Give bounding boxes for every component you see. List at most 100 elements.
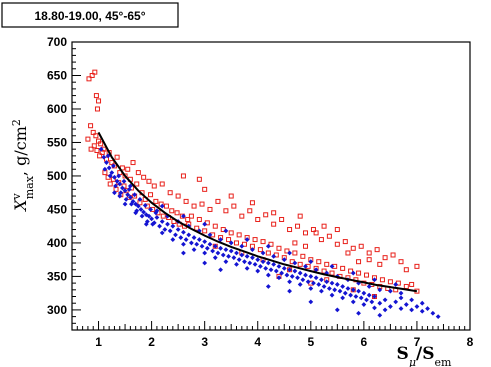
data-point-red [374, 247, 380, 253]
data-point-red [297, 213, 303, 219]
data-point-blue [382, 307, 388, 313]
data-point-blue [120, 185, 125, 191]
data-point-blue [388, 304, 393, 309]
data-point-blue [127, 183, 133, 189]
data-point-blue [117, 181, 123, 187]
data-point-blue [159, 230, 165, 236]
data-point-blue [276, 263, 282, 269]
data-point-blue [337, 288, 343, 294]
data-point-blue [393, 299, 399, 305]
data-point-blue [125, 192, 131, 198]
x-tick-label: 2 [148, 335, 155, 349]
data-point-blue [149, 216, 154, 222]
data-point-blue [150, 221, 156, 227]
data-point-blue [287, 279, 292, 285]
data-point-red [249, 200, 255, 206]
data-point-blue [133, 210, 139, 216]
data-point-red [180, 173, 186, 179]
data-point-blue [162, 227, 168, 232]
data-point-blue [276, 275, 282, 281]
data-point-blue [287, 288, 292, 294]
data-point-blue [353, 294, 359, 299]
data-point-blue [409, 297, 415, 303]
data-point-red [174, 210, 180, 216]
x-tick-label: 6 [361, 335, 368, 349]
data-point-blue [236, 257, 242, 263]
data-point-blue [393, 282, 399, 287]
data-point-blue [319, 288, 324, 294]
data-point-red [276, 245, 282, 251]
data-point-red [318, 237, 324, 243]
data-point-blue [345, 286, 351, 291]
data-point-red [390, 252, 396, 258]
data-point-blue [228, 240, 234, 246]
data-point-red [185, 216, 191, 222]
data-point-blue [112, 190, 117, 196]
data-point-red [159, 181, 165, 187]
data-point-blue [157, 223, 162, 229]
data-point-blue [369, 299, 375, 305]
data-point-red [414, 263, 420, 269]
x-tick-label: 7 [414, 335, 421, 349]
data-point-blue [356, 310, 361, 316]
data-point-blue [255, 268, 261, 274]
data-point-blue [98, 146, 104, 152]
data-point-red [212, 223, 218, 229]
data-point-red [141, 174, 147, 180]
data-point-blue [104, 160, 109, 165]
data-point-blue [348, 292, 353, 298]
data-point-blue [181, 229, 186, 235]
data-point-blue [308, 286, 314, 291]
data-point-red [153, 198, 159, 204]
data-point-blue [377, 287, 383, 293]
data-point-blue [215, 250, 221, 256]
data-point-blue [106, 165, 112, 171]
data-point-blue [191, 235, 197, 240]
y-axis-label-main: X [11, 199, 30, 213]
data-point-red [194, 225, 200, 231]
data-point-red [85, 136, 91, 142]
data-point-red [265, 250, 271, 256]
x-axis-label-mid: /S [416, 344, 435, 364]
data-point-blue [356, 288, 361, 294]
data-point-blue [175, 227, 181, 232]
data-point-red [202, 228, 208, 234]
data-point-blue [324, 279, 330, 285]
data-point-red [271, 210, 277, 216]
data-point-red [114, 154, 120, 160]
data-point-red [364, 272, 370, 278]
data-point-red [146, 178, 152, 184]
x-tick-label: 8 [467, 335, 474, 349]
data-point-blue [218, 245, 223, 251]
data-point-red [313, 230, 319, 236]
data-point-blue [102, 166, 108, 172]
data-point-blue [142, 203, 148, 208]
data-point-blue [202, 239, 208, 244]
data-point-blue [139, 213, 145, 219]
data-point-blue [403, 302, 409, 307]
data-point-blue [260, 259, 266, 265]
data-point-red [239, 213, 245, 219]
data-point-blue [297, 282, 303, 287]
data-point-red [234, 240, 240, 246]
data-point-blue [284, 272, 290, 278]
data-point-blue [350, 270, 356, 276]
y-tick-label: 700 [47, 35, 67, 49]
y-tick-label: 400 [47, 236, 67, 250]
data-point-red [326, 233, 332, 239]
data-point-blue [265, 243, 271, 249]
data-point-red [92, 69, 98, 75]
data-point-blue [138, 207, 144, 212]
data-point-blue [226, 253, 231, 259]
data-point-red [196, 216, 202, 222]
data-point-blue [159, 203, 165, 209]
data-point-red [310, 227, 316, 233]
y-tick-label: 600 [47, 102, 67, 116]
data-point-blue [244, 265, 250, 271]
data-point-red [122, 173, 128, 179]
data-point-red [257, 247, 263, 253]
data-point-blue [303, 263, 308, 269]
data-point-blue [419, 308, 425, 314]
data-point-red [236, 232, 242, 238]
